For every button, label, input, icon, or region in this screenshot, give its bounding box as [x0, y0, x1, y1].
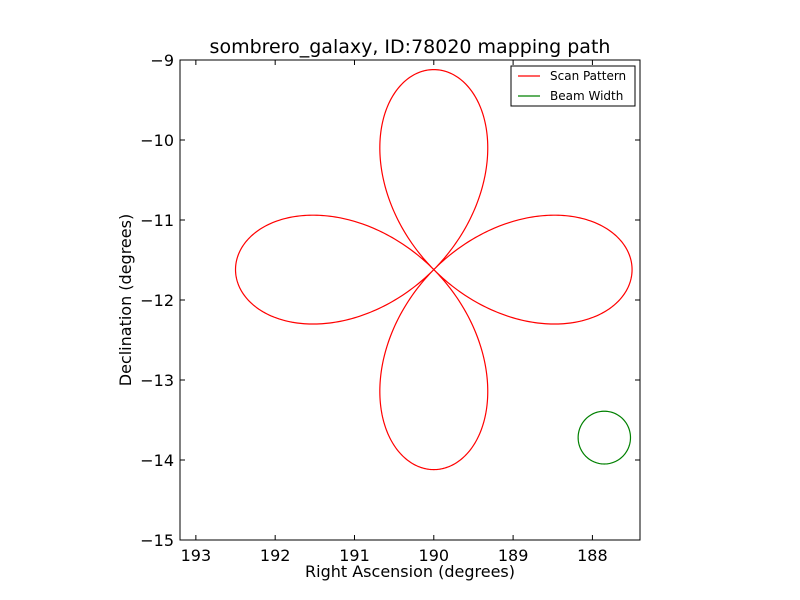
x-tick-label: 192	[260, 546, 291, 565]
y-tick-label: −11	[140, 211, 174, 230]
plot-area: 193 192 191 190 189 188 −9 −10 −11 −12 −13 −14 −15	[140, 51, 641, 565]
series-layer	[234, 68, 633, 471]
y-tick-label: −9	[150, 51, 174, 70]
y-tick-label: −12	[140, 291, 174, 310]
scan-pattern-line	[234, 68, 633, 471]
legend-label-beam-width: Beam Width	[550, 89, 623, 103]
axes-frame	[179, 59, 641, 541]
y-axis-label: Declination (degrees)	[116, 214, 135, 386]
legend: Scan Pattern Beam Width	[510, 65, 636, 107]
y-tick-label: −15	[140, 531, 174, 550]
beam-width-circle	[577, 410, 632, 465]
chart-title: sombrero_galaxy, ID:78020 mapping path	[210, 36, 611, 58]
x-tick-label: 189	[498, 546, 529, 565]
x-tick-label: 191	[339, 546, 370, 565]
y-tick-label: −10	[140, 131, 174, 150]
x-axis-label: Right Ascension (degrees)	[305, 562, 515, 581]
y-tick-label: −13	[140, 371, 174, 390]
x-tick-label: 188	[577, 546, 608, 565]
ticks-layer: 193 192 191 190 189 188 −9 −10 −11 −12 −13 −14 −15	[140, 51, 640, 565]
legend-box	[510, 65, 636, 107]
y-tick-label: −14	[140, 451, 174, 470]
x-tick-label: 190	[419, 546, 450, 565]
legend-label-scan-pattern: Scan Pattern	[550, 69, 626, 83]
x-tick-label: 193	[181, 546, 212, 565]
